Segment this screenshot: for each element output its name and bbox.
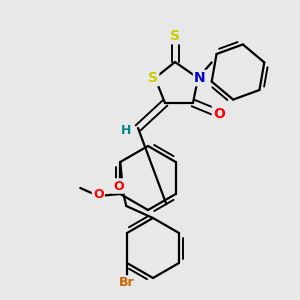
Text: O: O xyxy=(113,179,124,193)
Text: O: O xyxy=(213,107,225,121)
Text: O: O xyxy=(93,188,104,202)
Text: Br: Br xyxy=(119,277,135,290)
Text: S: S xyxy=(148,71,158,85)
Text: N: N xyxy=(194,71,206,85)
Text: H: H xyxy=(121,124,131,136)
Text: S: S xyxy=(170,29,180,43)
